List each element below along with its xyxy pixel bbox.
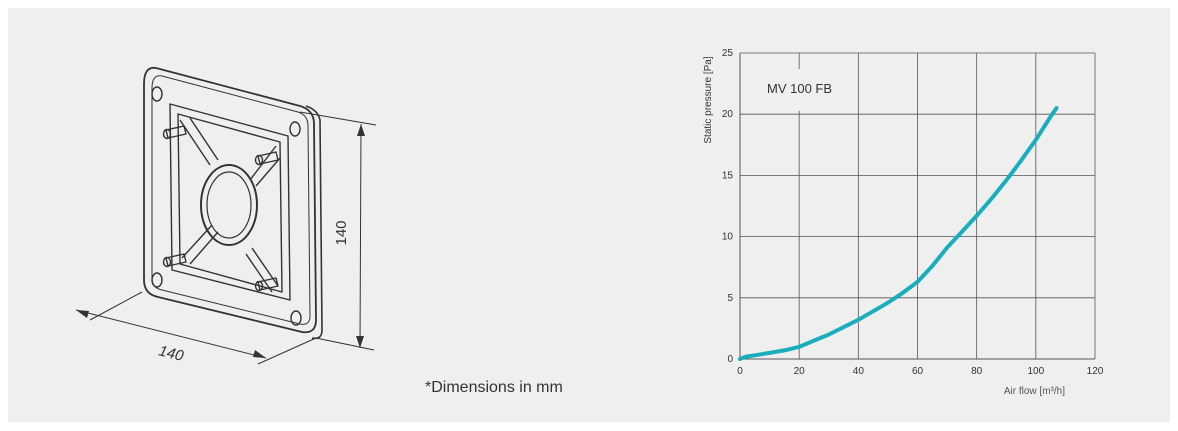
y-tick-label: 25	[722, 48, 734, 59]
x-tick-label: 100	[1027, 366, 1044, 377]
series-line-mv-100-fb	[738, 106, 1059, 361]
chart-title: MV 100 FB	[767, 81, 832, 96]
width-dimension-label: 140	[157, 342, 186, 365]
x-tick-label: 0	[737, 366, 743, 377]
grid	[739, 52, 1096, 360]
y-tick-label: 10	[722, 232, 734, 243]
y-tick-label: 5	[727, 293, 733, 304]
y-tick-label: 20	[722, 109, 734, 120]
y-tick-label: 0	[727, 354, 733, 365]
y-tick-label: 15	[722, 170, 734, 181]
x-tick-label: 60	[912, 366, 924, 377]
frame-drawing: 140 140	[75, 66, 377, 365]
y-axis-label: Static pressure [Pa]	[703, 56, 714, 143]
x-tick-label: 20	[794, 366, 806, 377]
x-tick-label: 40	[853, 366, 865, 377]
dimensions-note: *Dimensions in mm	[425, 379, 563, 396]
chart-title-box	[741, 69, 855, 111]
x-tick-label: 120	[1087, 366, 1104, 377]
performance-chart: 0 20 40 60 80 100 120 0 5 10 15 20 25 MV 100 FB Air …	[703, 48, 1104, 397]
tick-labels: 0 20 40 60 80 100 120 0 5 10 15 20 25	[722, 48, 1104, 377]
x-axis-label: Air flow [m³/h]	[1004, 386, 1065, 397]
height-dimension-label: 140	[333, 220, 350, 245]
x-tick-label: 80	[971, 366, 983, 377]
